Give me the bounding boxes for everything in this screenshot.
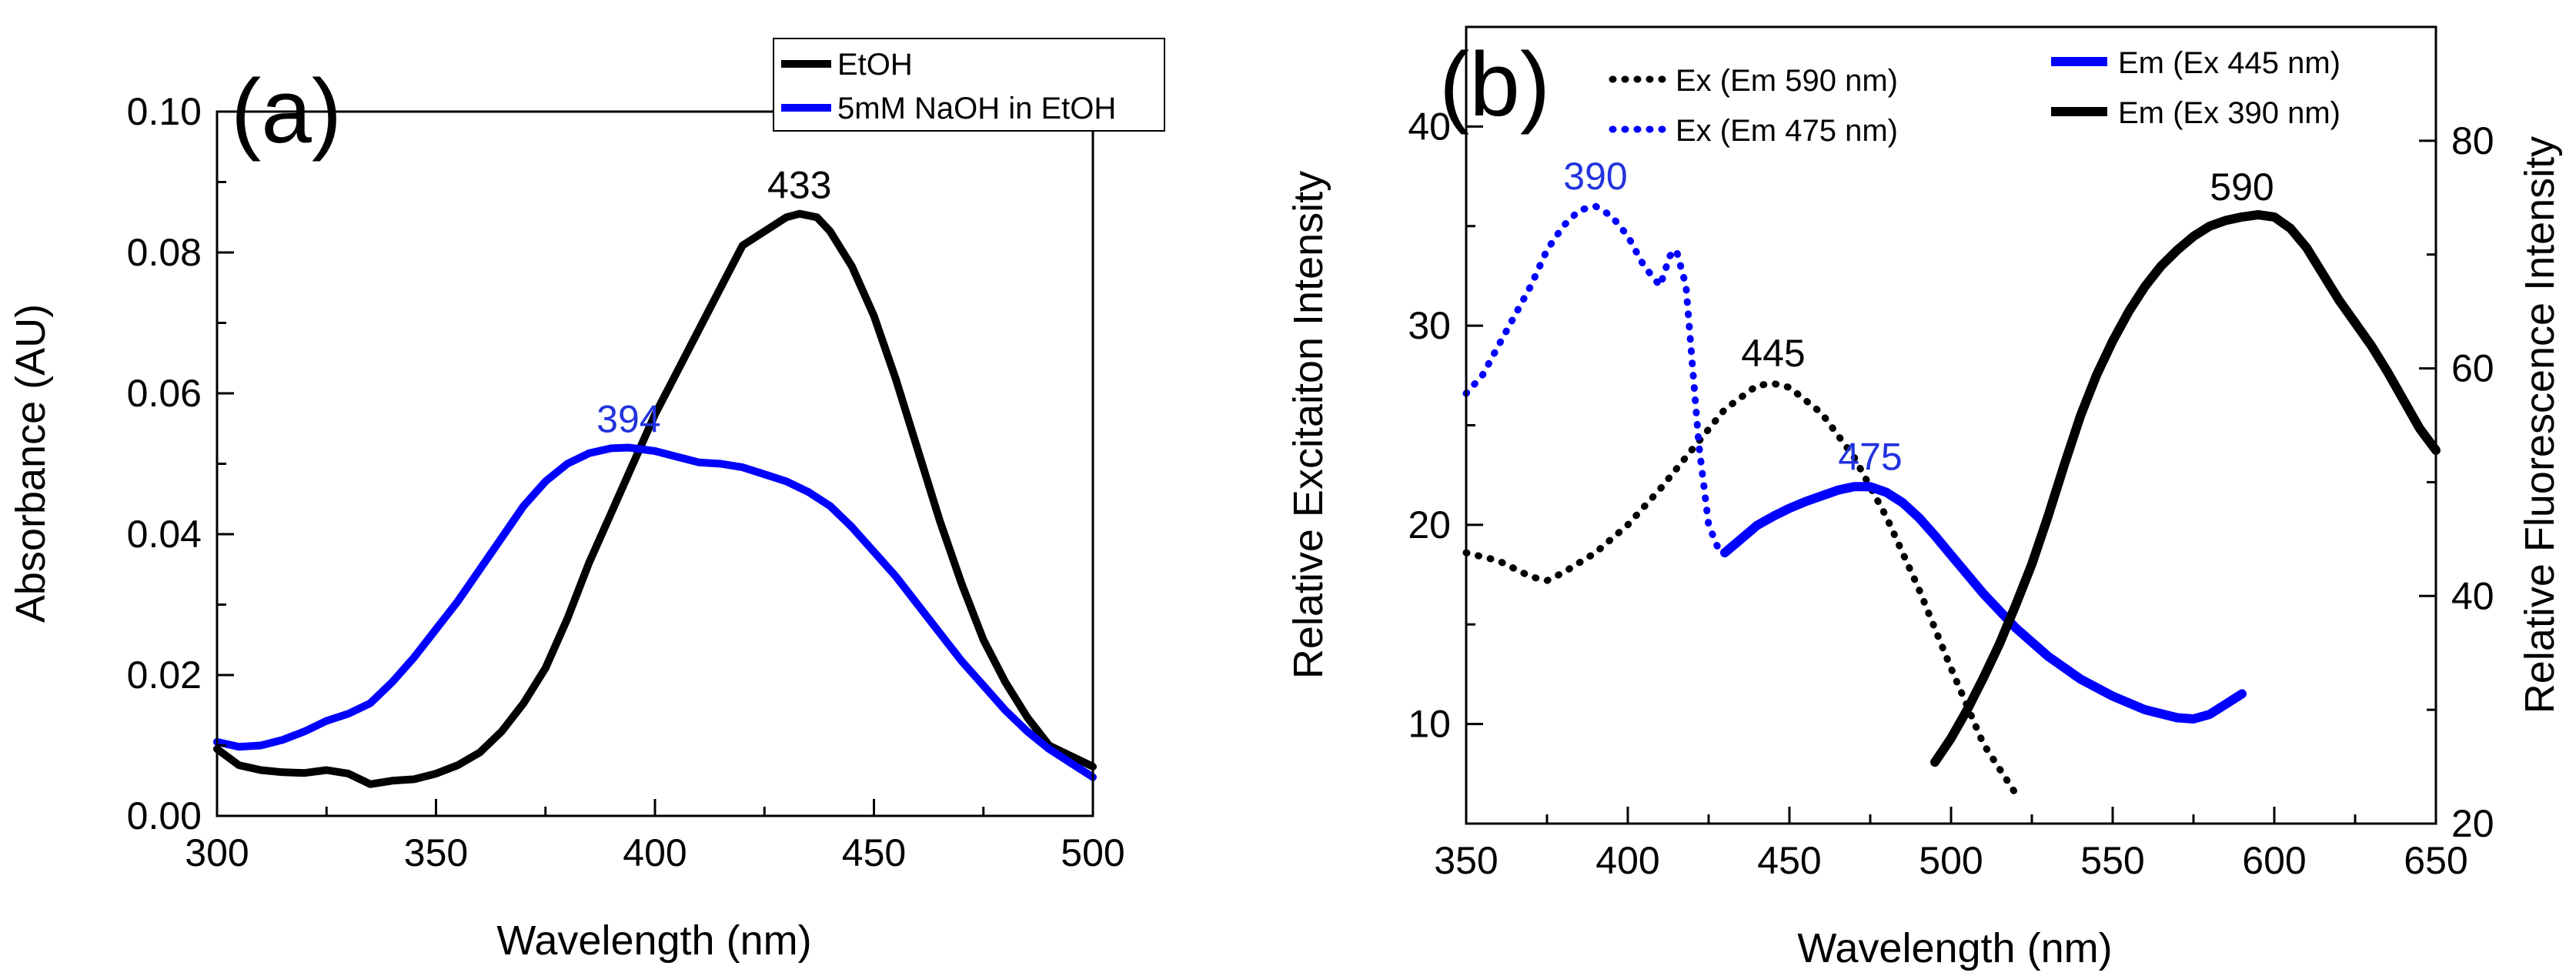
panel-a-series-line-1 <box>213 443 1097 781</box>
panel-b-x-tick-label: 450 <box>1757 839 1821 882</box>
panel-b-legend: Ex (Em 590 nm) Ex (Em 475 nm) Em (Ex 445… <box>1609 46 2340 148</box>
panel-b-left-y-axis-title: Relative Excitaiton Intensity <box>1285 171 1331 679</box>
panel-b-axes: 350 400 450 500 550 600 650 10 20 30 40 20 40 60 80 390… <box>1408 25 2494 882</box>
panel-a-y-tick-label: 0.04 <box>127 513 202 556</box>
panel-a-y-tick-label: 0.08 <box>127 231 202 274</box>
panel-b-left-y-tick-label: 20 <box>1408 503 1451 546</box>
panel-a: (a) 300 350 400 450 5000.000.020.040.060.080… <box>8 38 1165 964</box>
panel-a-x-tick-label: 500 <box>1061 831 1124 874</box>
panel-a-y-tick-label: 0.10 <box>127 90 202 133</box>
panel-b-right-y-tick-label: 60 <box>2451 347 2494 390</box>
panel-b-series-line-2 <box>1720 482 2247 724</box>
panel-a-x-tick-label: 450 <box>842 831 906 874</box>
panel-b-peak-label: 475 <box>1838 435 1902 478</box>
panel-a-series-line-0 <box>213 209 1097 788</box>
legend-label-naoh: 5mM NaOH in EtOH <box>837 92 1116 125</box>
panel-b-x-tick-label: 600 <box>2242 839 2306 882</box>
panel-a-legend: EtOH 5mM NaOH in EtOH <box>773 38 1165 132</box>
panel-b-left-y-tick-label: 10 <box>1408 703 1451 746</box>
panel-b-right-y-tick-label: 20 <box>2451 802 2494 845</box>
legend-label-em-ex390: Em (Ex 390 nm) <box>2118 96 2340 130</box>
panel-a-x-axis-title: Wavelength (nm) <box>496 918 811 964</box>
panel-b-left-y-tick-label: 30 <box>1408 304 1451 347</box>
panel-b-x-tick-label: 400 <box>1595 839 1659 882</box>
panel-b-x-axis-title: Wavelength (nm) <box>1797 925 2112 971</box>
panel-a-y-tick-label: 0.00 <box>127 794 202 837</box>
panel-b-right-y-tick-label: 80 <box>2451 119 2494 162</box>
panel-b: (b) 350 400 450 500 550 600 650 10 20 30 40 20 40 60 8… <box>1285 25 2563 971</box>
panel-a-peak-label: 433 <box>767 164 831 207</box>
panel-b-series-line-3 <box>1930 210 2441 767</box>
panel-a-y-axis-title: Absorbance (AU) <box>8 304 54 623</box>
panel-b-x-tick-label: 350 <box>1434 839 1498 882</box>
legend-label-ex-em475: Ex (Em 475 nm) <box>1676 114 1898 148</box>
panel-b-plot-frame <box>1465 25 2437 825</box>
panel-b-series-layer <box>1462 202 2441 797</box>
panel-b-x-tick-label: 650 <box>2404 839 2467 882</box>
panel-b-peak-label: 390 <box>1563 155 1627 198</box>
panel-a-y-tick-label: 0.02 <box>127 653 202 697</box>
panel-a-legend-box <box>773 38 1165 132</box>
legend-label-etoh: EtOH <box>837 48 913 82</box>
panel-b-right-y-axis-title: Relative Fluorescence Intensity <box>2517 136 2563 714</box>
panel-b-right-y-tick-label: 40 <box>2451 574 2494 617</box>
panel-b-x-tick-label: 550 <box>2080 839 2144 882</box>
panel-a-peak-label: 394 <box>596 397 660 440</box>
panel-a-x-tick-label: 300 <box>185 831 249 874</box>
panel-b-series-line-1 <box>1462 202 1729 557</box>
panel-a-x-tick-label: 400 <box>623 831 687 874</box>
panel-b-peak-label: 445 <box>1741 332 1805 375</box>
panel-b-x-tick-label: 500 <box>1919 839 1983 882</box>
legend-label-em-ex445: Em (Ex 445 nm) <box>2118 46 2340 80</box>
panel-b-left-y-tick-label: 40 <box>1408 105 1451 148</box>
panel-a-y-tick-label: 0.06 <box>127 372 202 415</box>
panel-b-letter: (b) <box>1439 34 1550 135</box>
panel-a-x-tick-label: 350 <box>404 831 468 874</box>
panel-a-series-layer <box>213 209 1097 788</box>
panel-b-series-line-0 <box>1462 379 2020 797</box>
legend-label-ex-em590: Ex (Em 590 nm) <box>1676 64 1898 98</box>
panel-b-peak-label: 590 <box>2210 165 2274 209</box>
panel-a-axes: 300 350 400 450 500 0.00 0.02 0.04 0.06 0.08 0.10 4… <box>127 90 1125 874</box>
